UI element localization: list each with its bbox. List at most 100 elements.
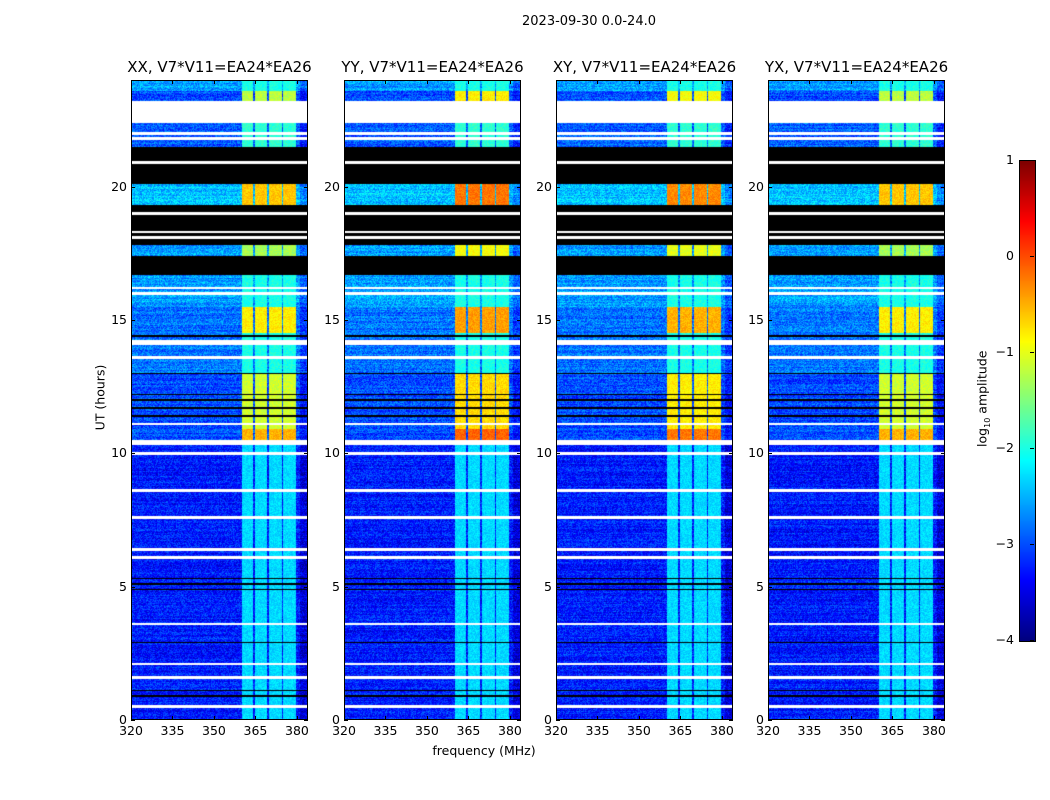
y-tick-label: 0 (544, 712, 552, 727)
x-tick-label: 380 (285, 723, 309, 738)
panel-title: XY, V7*V11=EA24*EA26 (552, 58, 737, 76)
x-tick (721, 80, 723, 84)
x-tick (296, 80, 298, 84)
y-tick (517, 586, 521, 588)
x-tick (809, 80, 811, 84)
x-tick (597, 716, 599, 720)
y-tick (304, 453, 308, 455)
y-tick (556, 320, 560, 321)
x-tick-label: 350 (839, 723, 863, 738)
y-tick (131, 586, 135, 588)
x-tick (850, 80, 852, 84)
colorbar-label: log10 amplitude (974, 350, 992, 447)
x-tick-label: 365 (456, 723, 481, 738)
x-tick-label: 320 (119, 723, 143, 738)
x-tick-label: 365 (243, 723, 268, 738)
x-tick (509, 716, 511, 720)
x-tick-label: 320 (332, 723, 356, 738)
x-tick (468, 80, 470, 84)
x-tick (721, 716, 723, 720)
y-tick (131, 720, 135, 721)
y-tick (344, 320, 348, 321)
y-tick-label: 10 (748, 445, 764, 461)
y-tick-label: 10 (324, 445, 340, 461)
x-tick-label: 335 (585, 723, 610, 738)
colorbar-tick (1030, 544, 1034, 545)
x-tick (385, 716, 387, 720)
y-tick (304, 320, 308, 321)
x-tick (556, 716, 557, 720)
x-tick (768, 716, 769, 720)
y-tick (304, 586, 308, 588)
panel-title: XX, V7*V11=EA24*EA26 (127, 58, 312, 76)
x-tick (426, 80, 428, 84)
y-tick (941, 186, 945, 188)
x-tick (638, 716, 640, 720)
y-tick (768, 320, 772, 321)
y-tick-label: 15 (324, 312, 340, 327)
y-tick (131, 186, 135, 188)
y-tick (304, 186, 308, 188)
x-tick (344, 80, 345, 84)
x-tick (172, 80, 174, 84)
x-tick (131, 80, 132, 84)
heatmap-panel-3: XY, V7*V11=EA24*EA26 320 335 350 365 380 0 5 10 1… (536, 58, 736, 738)
colorbar-tick-label: −1 (995, 344, 1014, 359)
y-tick (556, 720, 560, 721)
y-tick (517, 453, 521, 455)
x-axis-label: frequency (MHz) (432, 743, 536, 758)
y-tick-label: 20 (536, 178, 552, 194)
y-tick-label: 5 (544, 578, 552, 594)
x-tick (768, 80, 769, 84)
x-tick-label: 365 (668, 723, 693, 738)
colorbar-tick-label: −4 (995, 632, 1014, 647)
y-tick-label: 10 (111, 445, 127, 461)
y-tick (768, 586, 772, 588)
y-tick (344, 186, 348, 188)
y-tick-label: 20 (111, 178, 127, 194)
colorbar-tick-label: 0 (1006, 248, 1014, 263)
heatmap-image (556, 80, 733, 720)
x-tick (638, 80, 640, 84)
colorbar-tick (1030, 448, 1034, 449)
y-tick (344, 453, 348, 455)
y-tick (941, 586, 945, 588)
x-tick (892, 716, 894, 720)
x-tick (172, 716, 174, 720)
x-tick (344, 716, 345, 720)
y-tick (131, 453, 135, 455)
colorbar-tick (1030, 160, 1034, 161)
colorbar-tick (1030, 352, 1034, 353)
y-tick (941, 320, 945, 321)
y-tick (729, 453, 733, 455)
x-tick-label: 335 (160, 723, 185, 738)
y-tick (729, 186, 733, 188)
y-tick (344, 720, 348, 721)
y-axis-label: UT (hours) (92, 364, 108, 431)
x-tick-label: 335 (797, 723, 822, 738)
colorbar-tick (1030, 640, 1034, 641)
heatmap-panel-2: YY, V7*V11=EA24*EA26 320 335 350 365 380 0 5 10 1… (324, 58, 524, 738)
x-tick (468, 716, 470, 720)
x-tick-label: 380 (498, 723, 522, 738)
y-tick-label: 0 (119, 712, 127, 727)
colorbar-tick-label: −2 (995, 440, 1014, 455)
y-tick-label: 0 (332, 712, 340, 727)
y-tick (768, 720, 772, 721)
x-tick (892, 80, 894, 84)
x-tick (850, 716, 852, 720)
heatmap-panel-1: XX, V7*V11=EA24*EA26 320 335 350 365 380 0 5 10 1… (111, 58, 312, 738)
y-tick (131, 320, 135, 321)
x-tick (680, 716, 682, 720)
colorbar (1019, 160, 1036, 642)
y-tick (556, 453, 560, 455)
y-tick (517, 720, 521, 721)
x-tick (933, 80, 935, 84)
x-tick (213, 716, 215, 720)
x-tick (385, 80, 387, 84)
x-tick-label: 350 (415, 723, 439, 738)
x-tick (426, 716, 428, 720)
y-tick-label: 5 (119, 578, 127, 594)
y-tick (768, 453, 772, 455)
y-tick (941, 720, 945, 721)
